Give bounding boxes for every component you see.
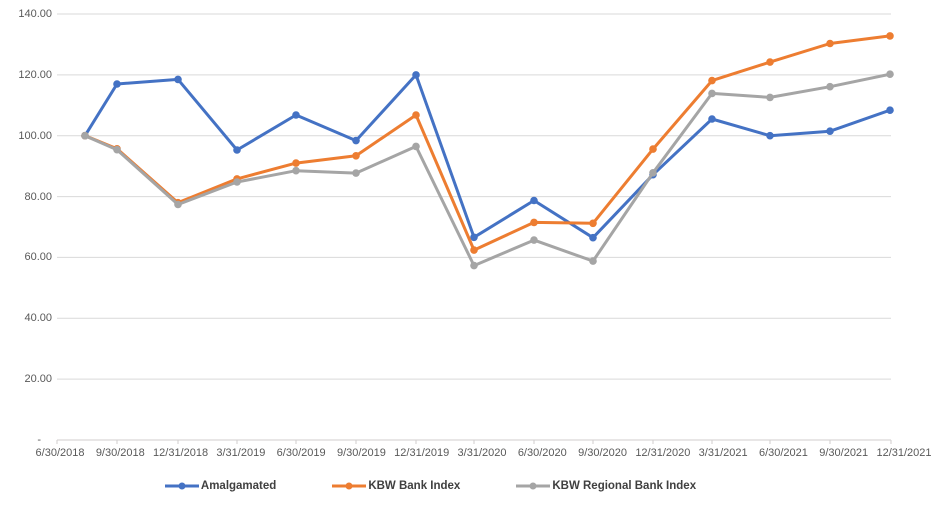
data-point-kbw-bank-index [766,58,774,66]
x-axis-label: 6/30/2020 [517,447,567,459]
data-point-amalgamated [470,233,478,242]
x-axis-label: 9/30/2020 [578,447,628,459]
x-axis-label: 3/31/2021 [698,447,748,459]
x-axis-label: 6/30/2018 [35,447,85,459]
data-point-amalgamated [174,75,182,84]
data-point-kbw-regional-bank-index [174,200,182,209]
x-axis-label: 6/30/2019 [276,447,326,459]
legend-item-amalgamated: Amalgamated [164,480,277,492]
data-point-amalgamated [589,233,597,242]
y-axis-label: 100.00 [18,129,52,142]
data-point-kbw-bank-index [826,39,834,48]
data-point-amalgamated [233,146,241,154]
y-axis-label: 60.00 [24,251,52,264]
series-line-kbw-regional-bank-index [83,72,892,268]
legend-label: KBW Bank Index [368,480,461,492]
data-point-amalgamated [352,136,360,145]
data-point-kbw-bank-index [649,145,657,153]
x-axis-label: 9/30/2021 [819,447,869,459]
data-point-kbw-bank-index [470,246,478,254]
data-point-amalgamated [292,111,300,119]
series-line-kbw-bank-index [83,34,892,252]
data-point-kbw-regional-bank-index [233,178,241,186]
data-point-amalgamated [412,71,420,79]
data-point-kbw-regional-bank-index [886,70,894,78]
y-axis-label: 120.00 [18,68,52,81]
y-axis-label: 20.00 [24,373,52,386]
data-point-amalgamated [766,131,774,140]
legend-item-kbw-regional-bank-index: KBW Regional Bank Index [516,480,696,492]
data-point-kbw-regional-bank-index [826,82,834,91]
data-point-kbw-regional-bank-index [412,142,420,151]
data-point-kbw-regional-bank-index [81,131,89,140]
data-point-kbw-regional-bank-index [352,169,360,177]
x-axis-label: 12/31/2019 [394,447,450,459]
y-axis-label: 140.00 [18,8,52,20]
data-point-kbw-regional-bank-index [649,169,657,177]
data-point-amalgamated [826,127,834,135]
x-axis-label: 9/30/2018 [95,447,145,459]
x-axis-label: 12/31/2018 [153,447,209,459]
data-point-kbw-regional-bank-index [292,166,300,175]
data-point-kbw-regional-bank-index [708,89,716,98]
legend-marker-kbw-bank-index [332,482,367,490]
data-point-kbw-regional-bank-index [470,261,478,270]
y-axis-label: - [37,434,41,446]
data-point-kbw-regional-bank-index [530,236,538,244]
data-point-kbw-regional-bank-index [766,93,774,102]
x-axis-label: 6/30/2021 [758,447,808,459]
data-point-kbw-bank-index [530,218,538,227]
data-point-kbw-bank-index [292,159,300,167]
legend: Amalgamated KBW Bank Index KBW Regional Ba… [0,480,933,492]
legend-label: KBW Regional Bank Index [552,480,697,492]
x-axis-label: 9/30/2019 [336,447,386,459]
x-axis-label: 3/31/2019 [216,447,266,459]
legend-marker-kbw-regional-bank-index [516,482,551,490]
x-axis-label: 3/31/2020 [457,447,507,459]
data-point-amalgamated [530,196,538,205]
data-point-kbw-bank-index [412,111,420,119]
data-point-kbw-bank-index [708,76,716,85]
data-point-amalgamated [886,106,894,114]
x-axis-label: 12/31/2021 [876,447,932,459]
data-point-kbw-bank-index [352,152,360,160]
data-point-kbw-bank-index [886,32,894,40]
legend-label: Amalgamated [200,480,277,492]
x-axis-label: 12/31/2020 [635,447,691,459]
data-point-kbw-bank-index [589,219,597,228]
legend-item-kbw-bank-index: KBW Bank Index [332,480,460,492]
data-point-kbw-regional-bank-index [113,145,121,154]
data-point-amalgamated [113,80,121,88]
legend-marker-amalgamated [164,482,199,490]
data-point-amalgamated [708,115,716,123]
data-point-kbw-regional-bank-index [589,257,597,265]
y-axis-label: 40.00 [24,312,52,325]
y-axis-label: 80.00 [24,190,52,203]
